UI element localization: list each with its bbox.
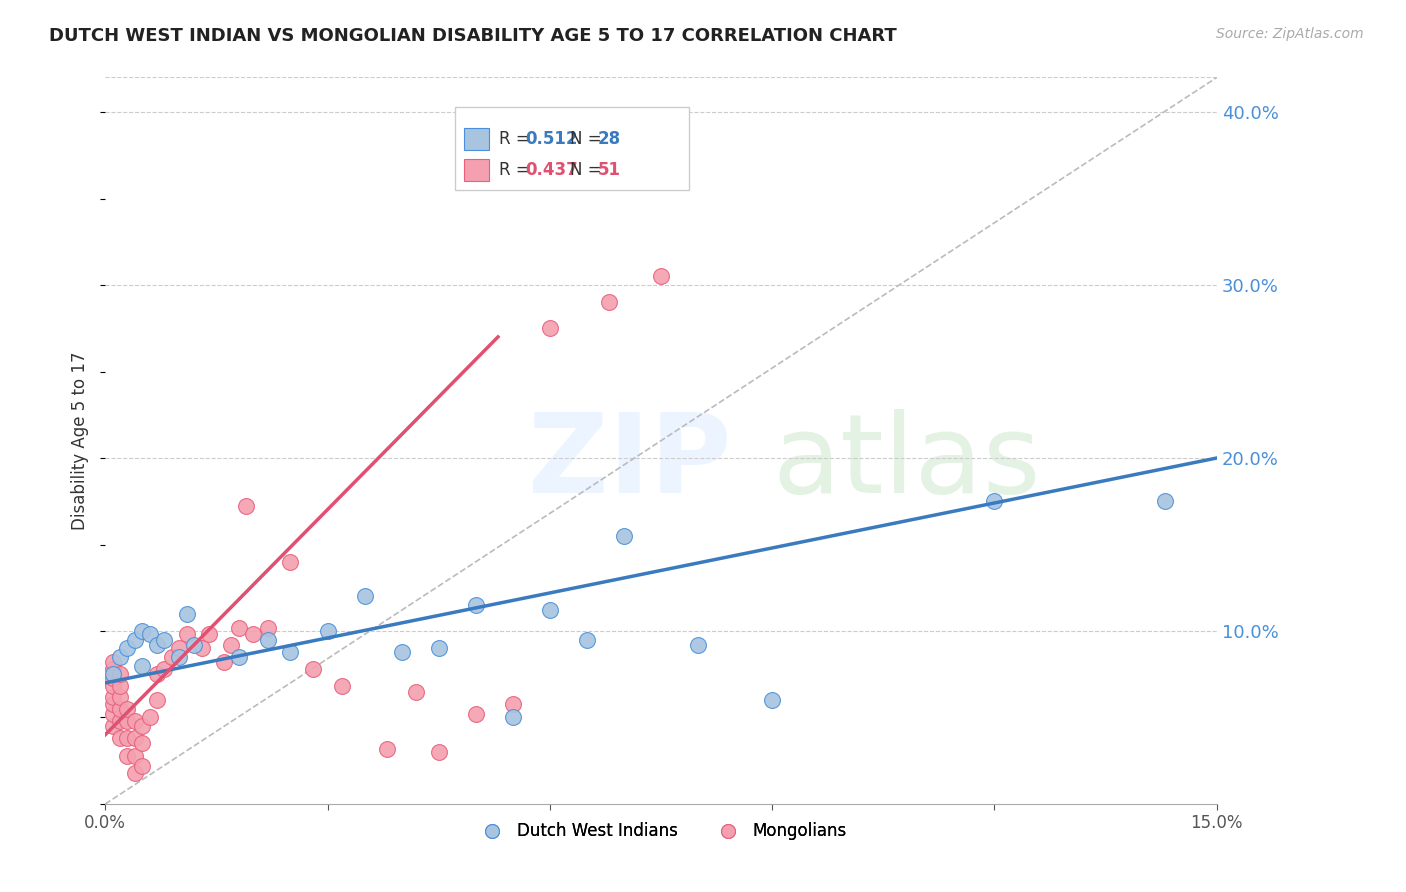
Point [242,627,264,641]
Point [124,748,146,763]
Point [375,741,398,756]
Point [280,555,302,569]
Point [117,714,139,728]
Point [101,655,124,669]
Point [101,671,124,685]
Point [131,719,153,733]
Point [176,627,198,641]
Point [427,641,450,656]
Point [761,693,783,707]
Point [108,679,131,693]
Point [983,494,1005,508]
Point [117,731,139,746]
Point [131,759,153,773]
Text: 0.437: 0.437 [526,161,578,178]
Text: DUTCH WEST INDIAN VS MONGOLIAN DISABILITY AGE 5 TO 17 CORRELATION CHART: DUTCH WEST INDIAN VS MONGOLIAN DISABILIT… [49,27,897,45]
Point [138,710,160,724]
Text: 28: 28 [598,130,621,148]
Point [138,627,160,641]
Text: Source: ZipAtlas.com: Source: ZipAtlas.com [1216,27,1364,41]
Point [575,632,598,647]
Point [538,603,561,617]
Point [146,667,169,681]
Point [117,702,139,716]
Point [212,655,235,669]
Point [117,748,139,763]
Point [108,702,131,716]
Point [101,679,124,693]
Text: N =: N = [569,161,607,178]
Point [235,500,257,514]
Point [316,624,339,638]
Text: R =: R = [499,161,534,178]
Point [131,624,153,638]
Point [183,638,205,652]
Point [650,269,672,284]
Point [101,697,124,711]
Point [108,714,131,728]
Point [391,645,413,659]
Point [502,697,524,711]
Point [153,632,176,647]
Point [101,706,124,721]
Point [613,529,636,543]
Point [108,731,131,746]
Point [257,621,280,635]
FancyBboxPatch shape [464,128,489,150]
Point [257,632,280,647]
Y-axis label: Disability Age 5 to 17: Disability Age 5 to 17 [72,351,89,530]
Text: N =: N = [569,130,607,148]
Point [146,693,169,707]
Point [176,607,198,621]
Point [330,679,353,693]
Point [131,658,153,673]
Point [153,662,176,676]
Point [464,706,486,721]
Point [124,714,146,728]
Point [598,295,620,310]
Point [228,621,250,635]
Point [169,649,191,664]
Text: atlas: atlas [772,409,1040,516]
Point [124,731,146,746]
Point [117,641,139,656]
Point [228,649,250,664]
Point [219,638,242,652]
Legend: Dutch West Indians, Mongolians: Dutch West Indians, Mongolians [468,815,853,847]
Point [124,632,146,647]
Point [190,641,212,656]
Text: R =: R = [499,130,534,148]
Point [538,321,561,335]
Point [101,662,124,676]
Point [427,745,450,759]
Point [301,662,323,676]
Point [101,690,124,704]
Point [198,627,221,641]
Text: ZIP: ZIP [527,409,731,516]
Point [131,736,153,750]
Point [108,649,131,664]
Point [101,719,124,733]
Text: 0.512: 0.512 [526,130,578,148]
FancyBboxPatch shape [464,159,489,180]
Point [353,590,375,604]
Point [124,765,146,780]
Point [160,649,183,664]
Point [464,598,486,612]
Point [146,638,169,652]
FancyBboxPatch shape [456,106,689,190]
Point [502,710,524,724]
Point [169,641,191,656]
Point [1154,494,1177,508]
Point [686,638,709,652]
Point [405,684,427,698]
Point [101,667,124,681]
Point [108,667,131,681]
Point [280,645,302,659]
Point [108,690,131,704]
Text: 51: 51 [598,161,620,178]
